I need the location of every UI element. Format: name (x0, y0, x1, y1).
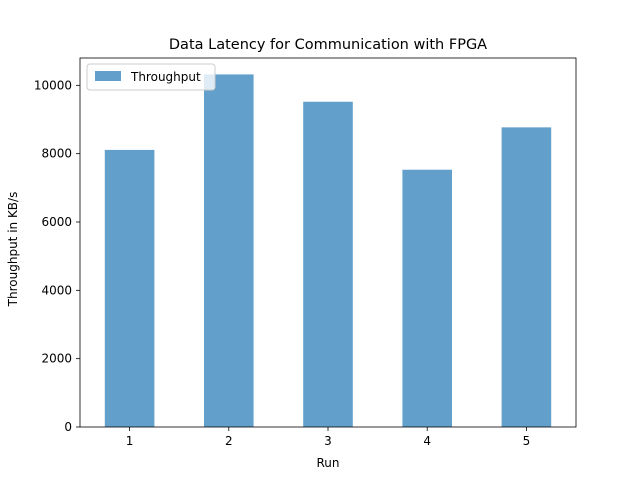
x-tick-label-3: 3 (324, 434, 332, 448)
y-tick-label-10000: 10000 (34, 78, 72, 92)
chart-title: Data Latency for Communication with FPGA (169, 37, 487, 53)
legend-label-throughput: Throughput (130, 70, 201, 84)
y-tick-label-2000: 2000 (41, 352, 72, 366)
bar-5 (501, 127, 552, 427)
x-tick-label-1: 1 (126, 434, 134, 448)
bar-4 (402, 169, 452, 427)
y-tick-label-6000: 6000 (41, 215, 72, 229)
y-tick-label-8000: 8000 (41, 147, 72, 161)
bar-3 (303, 101, 353, 427)
y-axis-label: Throughput in KB/s (6, 192, 20, 308)
bar-1 (104, 149, 155, 428)
y-tick-label-4000: 4000 (41, 283, 72, 297)
y-tick-label-0: 0 (64, 420, 72, 434)
plot-area: 1 2 3 4 5 0 2000 4000 6000 8000 10000 (34, 57, 577, 448)
axes-frame (79, 57, 577, 428)
x-tick-label-4: 4 (423, 434, 431, 448)
legend: Throughput (86, 63, 216, 91)
x-tick-label-2: 2 (225, 434, 233, 448)
bar-2 (204, 74, 254, 428)
x-axis-label: Run (316, 456, 339, 470)
legend-swatch-throughput (95, 71, 121, 81)
legend-frame (86, 63, 216, 91)
x-tick-label-5: 5 (523, 434, 531, 448)
